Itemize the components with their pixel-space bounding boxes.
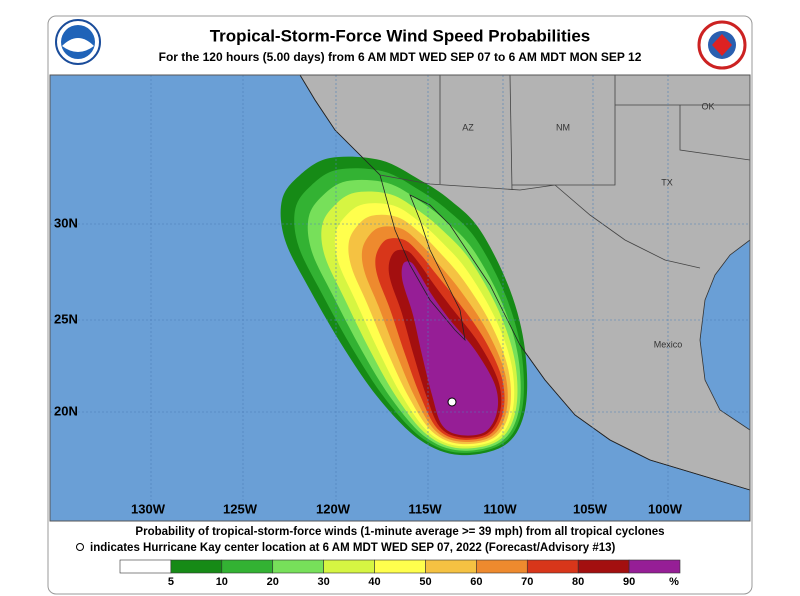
colorbar-swatch bbox=[119, 559, 172, 574]
colorbar-swatch bbox=[476, 559, 528, 574]
colorbar-label: 70 bbox=[521, 576, 533, 588]
lon-label: 100W bbox=[648, 501, 683, 516]
footer-line2: indicates Hurricane Kay center location … bbox=[90, 542, 616, 554]
coastline bbox=[299, 75, 750, 491]
lon-label: 115W bbox=[408, 501, 442, 516]
colorbar-label: 30 bbox=[318, 576, 330, 588]
center-symbol bbox=[76, 543, 84, 551]
colorbar-label: 80 bbox=[572, 576, 584, 588]
colorbar-swatch bbox=[526, 559, 579, 574]
colorbar-label: 10 bbox=[216, 576, 228, 588]
lon-label: 120W bbox=[316, 501, 351, 516]
noaa-logo bbox=[55, 19, 101, 65]
colorbar-label: 40 bbox=[368, 576, 380, 588]
footer-line1: Probability of tropical-storm-force wind… bbox=[135, 526, 664, 538]
colorbar-swatch bbox=[170, 559, 223, 574]
colorbar-swatch bbox=[272, 559, 324, 574]
lat-label: 25N bbox=[54, 311, 78, 326]
colorbar-label: 20 bbox=[267, 576, 279, 588]
subtitle: For the 120 hours (5.00 days) from 6 AM … bbox=[159, 50, 642, 64]
title: Tropical-Storm-Force Wind Speed Probabil… bbox=[210, 26, 591, 45]
colorbar-swatch bbox=[221, 559, 274, 574]
map bbox=[50, 75, 750, 521]
lon-label: 125W bbox=[223, 501, 258, 516]
storm-center bbox=[447, 397, 457, 407]
place-label: NM bbox=[556, 122, 570, 132]
nws-logo bbox=[697, 20, 747, 70]
lat-label: 20N bbox=[54, 403, 78, 418]
colorbar-label: 50 bbox=[419, 576, 431, 588]
colorbar-swatch bbox=[374, 559, 426, 574]
place-label: AZ bbox=[462, 122, 474, 132]
colorbar-label: 90 bbox=[623, 576, 635, 588]
place-label: TX bbox=[661, 177, 673, 187]
lon-label: 105W bbox=[573, 501, 608, 516]
colorbar-swatch bbox=[425, 559, 477, 574]
place-label: OK bbox=[701, 101, 714, 111]
lon-label: 130W bbox=[131, 501, 166, 516]
colorbar-label: % bbox=[669, 576, 679, 588]
colorbar-label: 60 bbox=[470, 576, 482, 588]
colorbar-swatch bbox=[628, 559, 681, 574]
borders bbox=[379, 75, 750, 269]
lat-label: 30N bbox=[54, 215, 78, 230]
map-border bbox=[49, 74, 751, 522]
colorbar-swatch bbox=[323, 559, 375, 574]
place-label: Mexico bbox=[654, 339, 683, 349]
colorbar-swatch bbox=[577, 559, 630, 574]
probability-contour bbox=[401, 261, 499, 436]
colorbar-label: 5 bbox=[168, 576, 174, 588]
lon-label: 110W bbox=[483, 501, 517, 516]
